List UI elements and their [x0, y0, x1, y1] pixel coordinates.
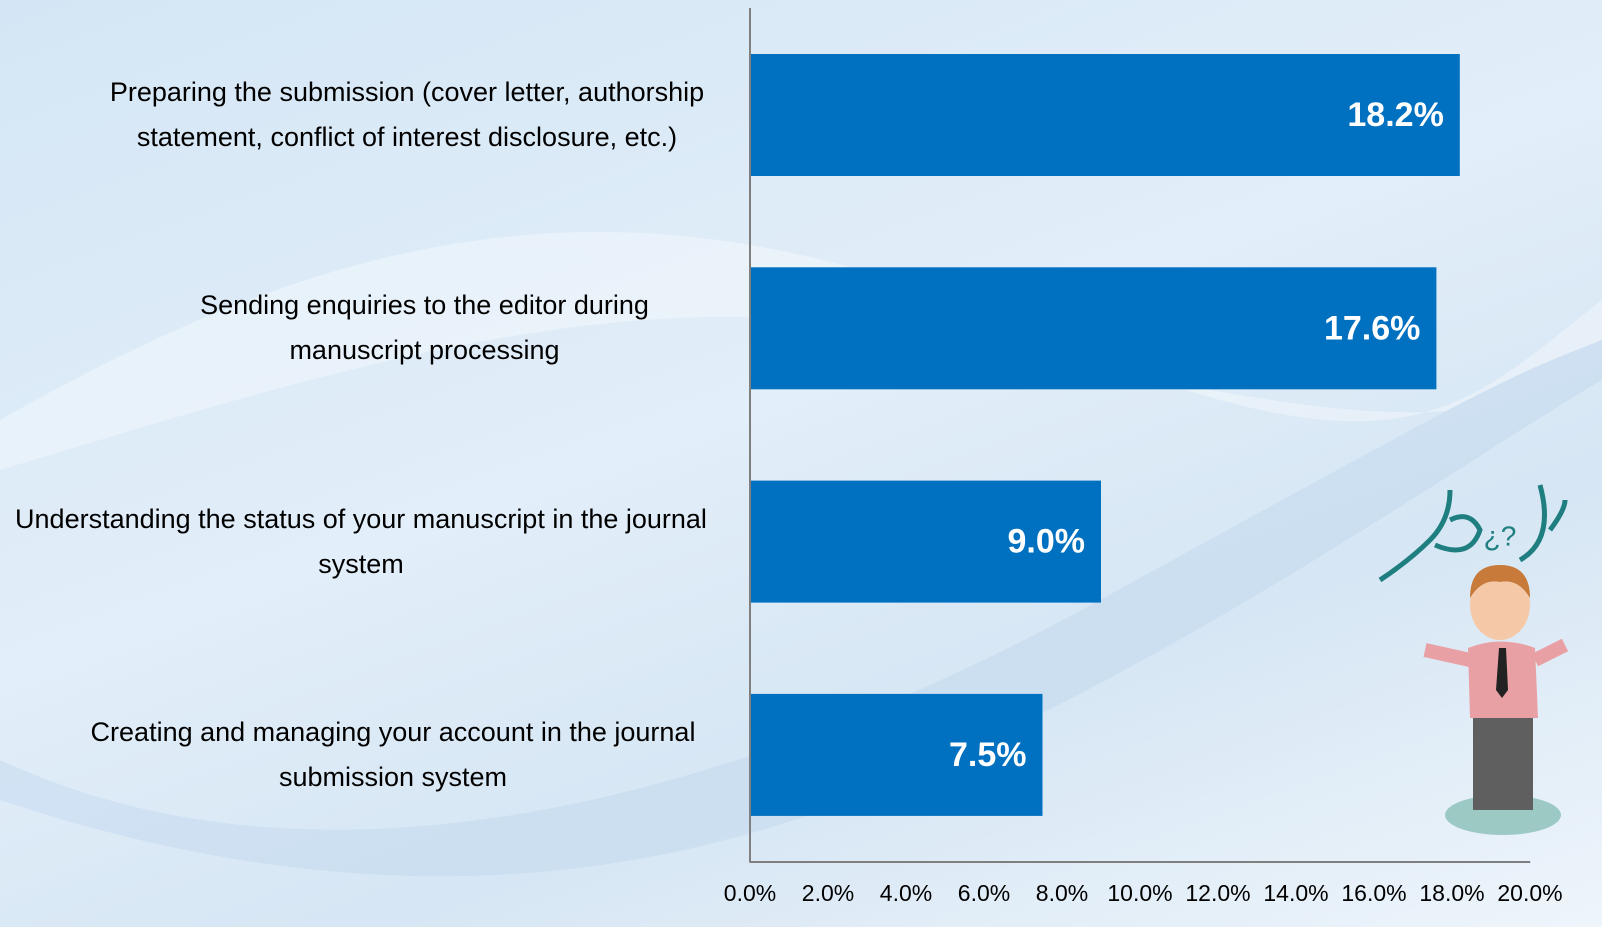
category-label: Sending enquiries to the editor during m… — [132, 283, 717, 373]
x-tick-label: 0.0% — [724, 880, 776, 906]
category-label: Understanding the status of your manuscr… — [5, 497, 717, 587]
category-label: Creating and managing your account in th… — [69, 710, 717, 800]
page: {"chart_data": {"type": "barh", "categor… — [0, 0, 1602, 927]
x-tick-label: 10.0% — [1107, 880, 1172, 906]
category-label: Preparing the submission (cover letter, … — [97, 70, 717, 160]
x-tick-label: 20.0% — [1497, 880, 1562, 906]
x-tick-label: 2.0% — [802, 880, 854, 906]
value-label: 9.0% — [1008, 523, 1086, 561]
x-tick-label: 12.0% — [1185, 880, 1250, 906]
x-tick-label: 8.0% — [1036, 880, 1088, 906]
x-tick-label: 18.0% — [1419, 880, 1484, 906]
x-tick-label: 14.0% — [1263, 880, 1328, 906]
x-tick-label: 4.0% — [880, 880, 932, 906]
value-label: 7.5% — [949, 736, 1027, 774]
x-tick-label: 6.0% — [958, 880, 1010, 906]
x-tick-label: 16.0% — [1341, 880, 1406, 906]
value-label: 17.6% — [1324, 309, 1420, 347]
value-label: 18.2% — [1347, 96, 1443, 134]
person-illustration: ¿? — [1380, 485, 1565, 835]
svg-text:¿?: ¿? — [1484, 520, 1517, 551]
